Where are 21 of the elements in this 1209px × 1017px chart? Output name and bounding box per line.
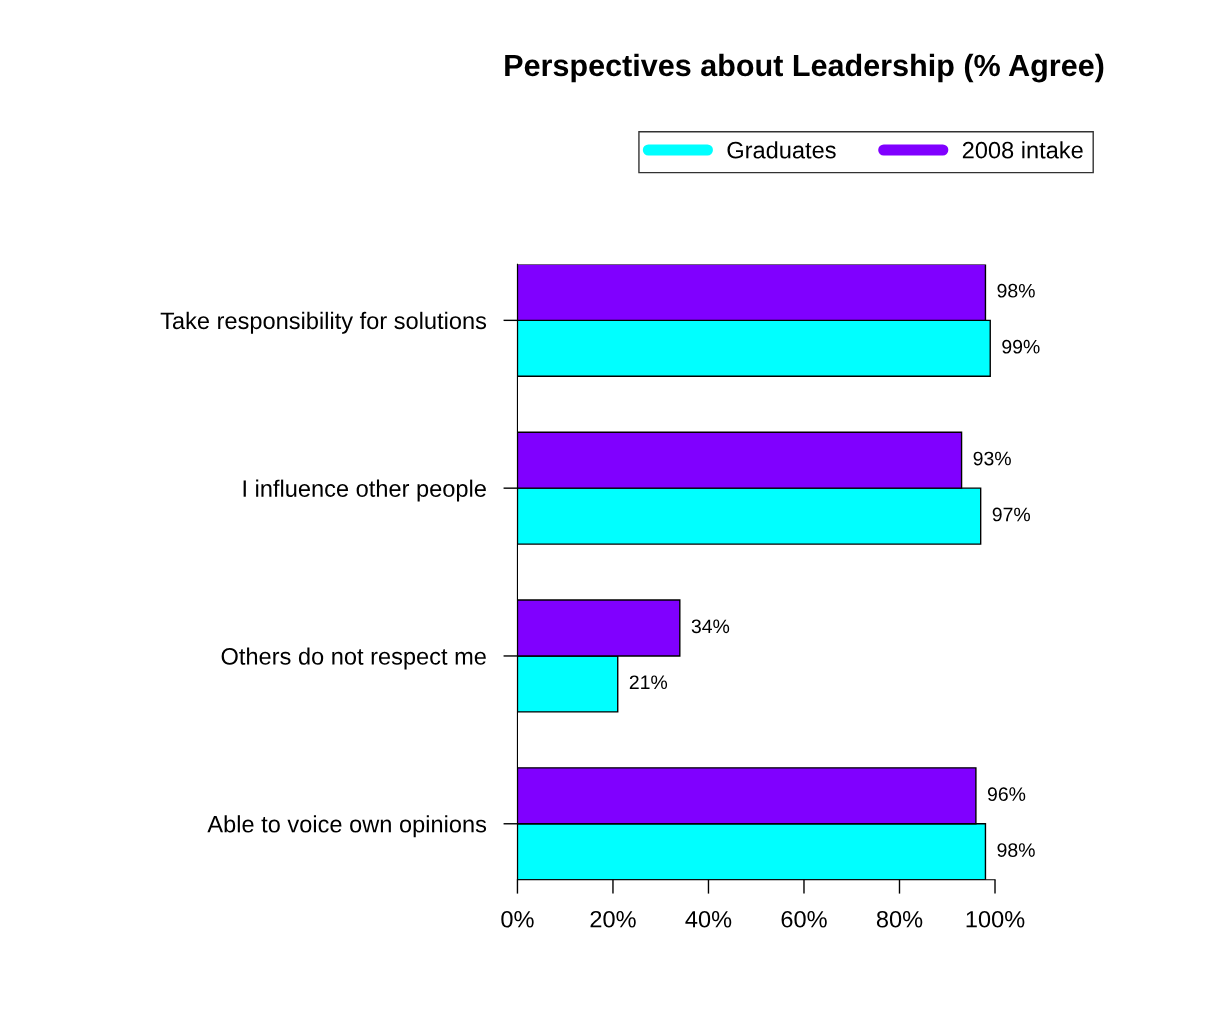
y-tick-label: Take responsibility for solutions <box>160 311 487 334</box>
x-tick-label: 100% <box>966 910 1025 928</box>
x-tick-label: 20% <box>590 910 636 928</box>
data-label: 98% <box>997 283 1035 298</box>
x-tick-label: 80% <box>876 910 923 928</box>
y-tick-label: Others do not respect me <box>221 647 486 670</box>
data-label: 97% <box>992 507 1031 522</box>
x-tick-label: 0% <box>501 910 534 928</box>
data-label: 98% <box>997 843 1035 857</box>
legend-label: Graduates <box>727 141 836 159</box>
legend-label: 2008 intake <box>962 141 1083 159</box>
data-label: 99% <box>1002 339 1040 354</box>
data-label: 96% <box>987 787 1026 802</box>
data-label: 21% <box>629 675 668 690</box>
chart-title: Perspectives about Leadership (% Agree) <box>505 53 1104 83</box>
data-label: 34% <box>691 619 730 634</box>
y-tick-label: I influence other people <box>243 479 486 502</box>
y-tick-label: Able to voice own opinions <box>207 815 487 838</box>
x-tick-label: 40% <box>685 910 732 928</box>
x-tick-label: 60% <box>781 910 827 928</box>
data-label: 93% <box>973 451 1011 466</box>
